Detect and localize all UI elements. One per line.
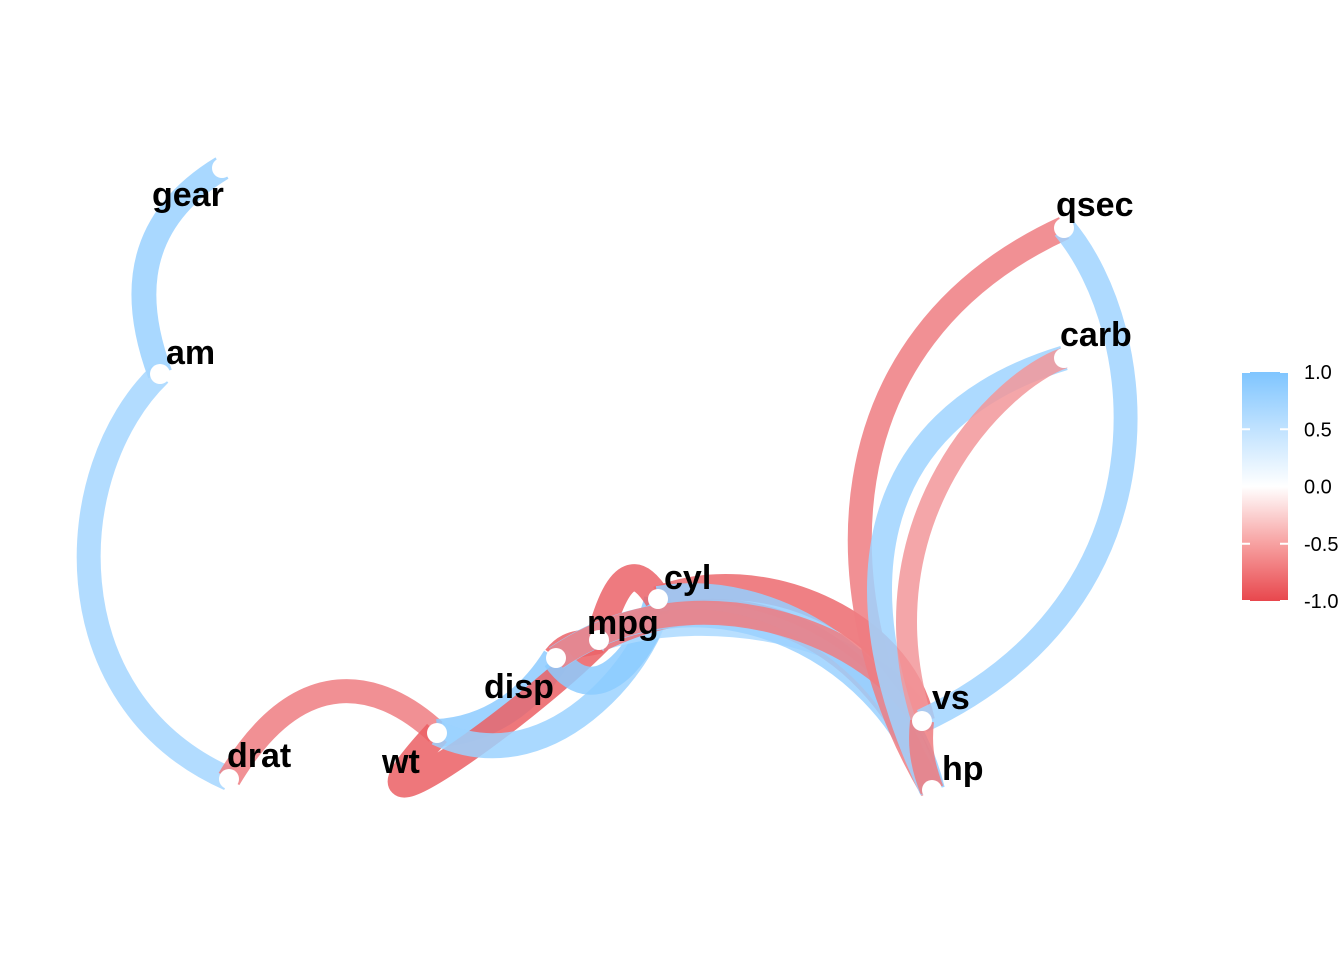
node-label-cyl: cyl <box>664 559 711 597</box>
node-label-am: am <box>166 334 215 372</box>
node-label-qsec: qsec <box>1056 186 1134 224</box>
edges-layer <box>76 157 1138 798</box>
edge-hp-vs <box>909 719 944 795</box>
node-disp <box>546 648 566 668</box>
edge-mpg-cyl <box>585 564 670 644</box>
edge-vs-carb <box>896 348 1068 725</box>
node-vs <box>912 711 932 731</box>
node-hp <box>922 780 942 800</box>
legend-tick-label: 0.5 <box>1304 419 1332 441</box>
node-label-wt: wt <box>381 743 420 781</box>
legend-tick-label: -1.0 <box>1304 591 1338 613</box>
color-legend: 1.0 0.5 0.0 -0.5 -1.0 <box>1242 362 1338 613</box>
node-qsec <box>1054 218 1074 238</box>
edge-hp-carb <box>867 346 1068 796</box>
node-drat <box>219 769 239 789</box>
node-label-drat: drat <box>227 737 291 775</box>
node-label-mpg: mpg <box>587 604 659 642</box>
legend-tick-label: 1.0 <box>1304 362 1332 384</box>
node-wt <box>427 723 447 743</box>
node-cyl <box>648 589 668 609</box>
node-carb <box>1054 348 1074 368</box>
edge-am-drat <box>76 365 234 790</box>
legend-tick-label: -0.5 <box>1304 534 1338 556</box>
edge-gear-am <box>131 157 229 379</box>
node-gear <box>212 158 232 178</box>
legend-tick-label: 0.0 <box>1304 477 1332 499</box>
edge-vs-qsec <box>916 220 1138 732</box>
node-label-disp: disp <box>484 668 554 706</box>
node-label-hp: hp <box>942 750 984 788</box>
edge-drat-wt <box>218 679 446 786</box>
node-label-carb: carb <box>1060 316 1132 354</box>
node-label-vs: vs <box>932 679 970 717</box>
node-mpg <box>589 630 609 650</box>
nodes-layer <box>150 158 1074 800</box>
node-am <box>150 364 170 384</box>
node-label-gear: gear <box>152 176 224 214</box>
